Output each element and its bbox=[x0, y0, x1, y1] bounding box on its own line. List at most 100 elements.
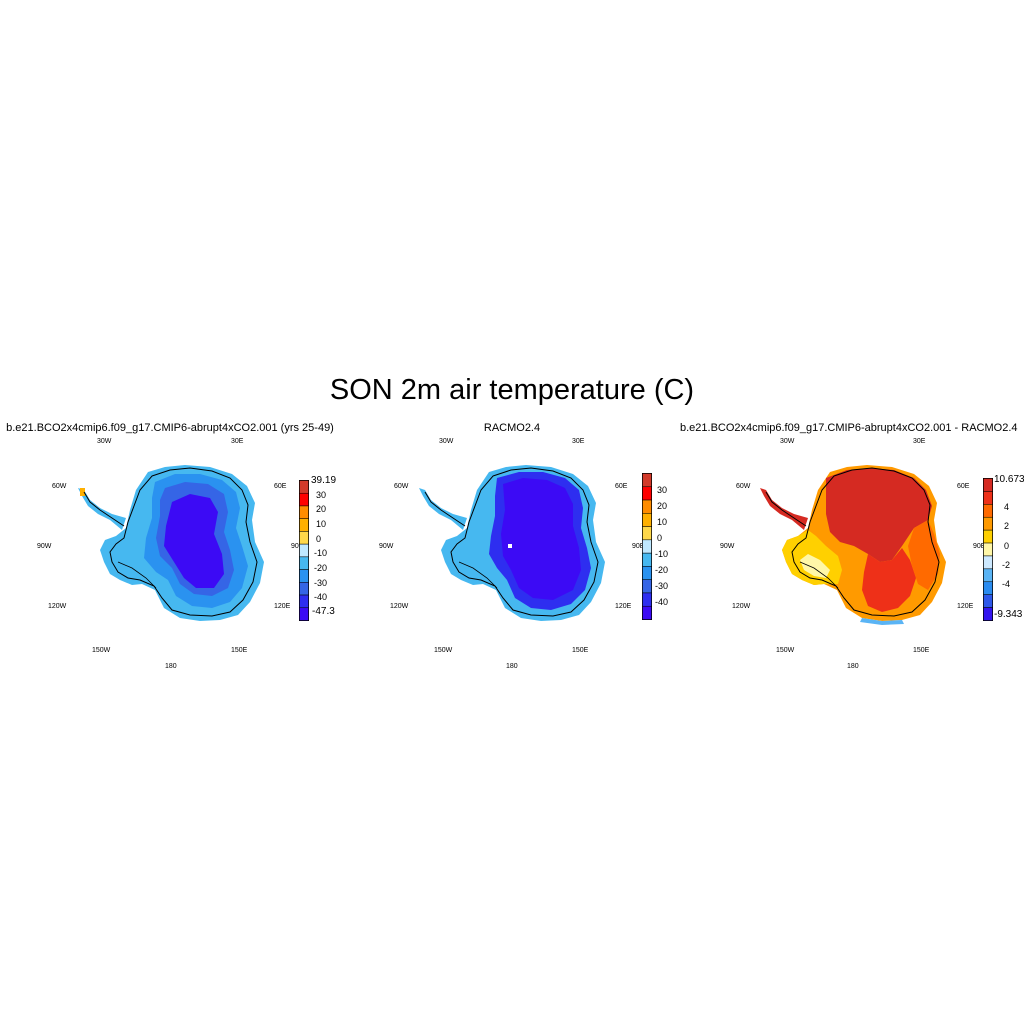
colorbar-swatch bbox=[983, 555, 993, 570]
panel-3-lon-120e-label: 120E bbox=[957, 603, 974, 610]
colorbar-swatch bbox=[299, 543, 309, 558]
panel-2-lon-30e-label: 30E bbox=[572, 438, 585, 445]
panel-1-lon-90w-label: 90W bbox=[37, 543, 52, 550]
panel-2-field-pole-marker bbox=[508, 544, 512, 548]
panel-2-colorbar-tick-label: -10 bbox=[655, 549, 669, 559]
panel-1-colorbar bbox=[299, 480, 309, 621]
colorbar-swatch bbox=[642, 552, 652, 567]
panel-3-lon-120w-label: 120W bbox=[732, 603, 751, 610]
colorbar-swatch bbox=[299, 505, 309, 519]
colorbar-swatch bbox=[299, 569, 309, 583]
panel-1-lon-60w-label: 60W bbox=[52, 483, 67, 490]
panel-1-lon-150e-label: 150E bbox=[231, 647, 248, 654]
panel-1-colorbar-tick-label: 0 bbox=[316, 534, 322, 544]
panel-2-lon-120e-label: 120E bbox=[615, 603, 632, 610]
colorbar-swatch bbox=[983, 478, 993, 492]
colorbar-swatch bbox=[983, 542, 993, 557]
panel-3-lon-60e-label: 60E bbox=[957, 483, 970, 490]
panel-1-lon-60e-label: 60E bbox=[274, 483, 287, 490]
colorbar-swatch bbox=[642, 539, 652, 554]
panel-1-lon-120w-label: 120W bbox=[48, 603, 67, 610]
colorbar-swatch bbox=[642, 486, 652, 501]
panel-1-lon-30e-label: 30E bbox=[231, 438, 244, 445]
colorbar-swatch bbox=[299, 594, 309, 609]
panel-2-colorbar-tick-label: 0 bbox=[657, 533, 663, 543]
panel-3-colorbar-min-label: -9.343 bbox=[994, 609, 1023, 620]
panel-2-coastline bbox=[450, 467, 599, 617]
panel-1-colorbar-min-label: -47.3 bbox=[312, 606, 335, 617]
panel-1-map bbox=[78, 465, 264, 621]
panel-2-peninsula-coast bbox=[424, 491, 466, 527]
panel-1-field-core bbox=[164, 494, 224, 588]
panel-3-field-blue-edge bbox=[860, 618, 904, 625]
panel-1-colorbar-tick-label: -30 bbox=[314, 578, 328, 588]
panel-1-ice-shelf-line bbox=[117, 561, 157, 589]
panel-1-colorbar-tick-label: 20 bbox=[316, 504, 327, 514]
panel-3-colorbar-tick-label: -2 bbox=[1002, 560, 1011, 570]
panel-1-title: b.e21.BCO2x4cmip6.f09_g17.CMIP6-abrupt4x… bbox=[6, 422, 334, 434]
panel-3-colorbar-max-label: 10.673 bbox=[994, 474, 1024, 485]
panel-3-lon-90e-label: 90E bbox=[973, 543, 986, 550]
panel-3-lon-150w-label: 150W bbox=[776, 647, 795, 654]
panel-2-colorbar-tick-label: 10 bbox=[657, 517, 668, 527]
panel-3-field-orange-east bbox=[908, 520, 940, 590]
colorbar-swatch bbox=[299, 582, 309, 596]
colorbar-swatch bbox=[642, 566, 652, 580]
panel-1-lon-120e-label: 120E bbox=[274, 603, 291, 610]
colorbar-swatch bbox=[983, 594, 993, 608]
colorbar-swatch bbox=[983, 607, 993, 621]
panel-1-peninsula-coast bbox=[83, 491, 125, 527]
panel-3-map bbox=[760, 465, 946, 625]
colorbar-swatch bbox=[299, 518, 309, 532]
panel-3-field-red-south bbox=[862, 548, 916, 612]
colorbar-swatch bbox=[299, 531, 309, 545]
panel-2-ice-shelf-line bbox=[458, 561, 498, 589]
panel-2-lon-60e-label: 60E bbox=[615, 483, 628, 490]
colorbar-swatch bbox=[299, 556, 309, 570]
panel-2-lon-150w-label: 150W bbox=[434, 647, 453, 654]
panel-1-field-warm-spot bbox=[80, 488, 85, 496]
figure-title: SON 2m air temperature (C) bbox=[329, 374, 695, 406]
panel-3-colorbar-tick-label: -4 bbox=[1002, 579, 1011, 589]
panel-3-lon-30w-label: 30W bbox=[780, 438, 795, 445]
panel-3-lon-180-label: 180 bbox=[847, 663, 859, 670]
panel-1-colorbar-max-label: 39.19 bbox=[311, 475, 337, 486]
panel-3-field-dark-red bbox=[826, 468, 932, 562]
panel-2-colorbar-tick-label: -20 bbox=[655, 565, 669, 575]
panel-2-colorbar-tick-label: -40 bbox=[655, 597, 669, 607]
panel-3-lon-60w-label: 60W bbox=[736, 483, 751, 490]
panel-2-title: RACMO2.4 bbox=[483, 422, 541, 434]
panel-3-lon-30e-label: 30E bbox=[913, 438, 926, 445]
panel-1-lon-90e-label: 90E bbox=[291, 543, 304, 550]
colorbar-swatch bbox=[642, 605, 652, 620]
panel-3-field-pale-west bbox=[800, 554, 830, 578]
colorbar-swatch bbox=[983, 504, 993, 518]
panel-3-coastline bbox=[791, 467, 940, 617]
colorbar-swatch bbox=[299, 607, 309, 621]
colorbar-swatch bbox=[642, 473, 652, 488]
panel-1-lon-150w-label: 150W bbox=[92, 647, 111, 654]
panel-3-colorbar-tick-label: 0 bbox=[1004, 541, 1010, 551]
panel-1-colorbar-tick-label: 10 bbox=[316, 519, 327, 529]
panel-1-colorbar-tick-label: 30 bbox=[316, 490, 327, 500]
panel-2-lon-90w-label: 90W bbox=[379, 543, 394, 550]
panel-2-lon-180-label: 180 bbox=[506, 663, 518, 670]
panel-1-lon-180-label: 180 bbox=[165, 663, 177, 670]
colorbar-swatch bbox=[983, 581, 993, 595]
panel-3-colorbar-tick-label: 2 bbox=[1004, 521, 1010, 531]
colorbar-swatch bbox=[642, 592, 652, 607]
panel-3-colorbar-tick-label: 4 bbox=[1004, 502, 1010, 512]
panel-3-colorbar bbox=[983, 478, 993, 621]
colorbar-swatch bbox=[642, 499, 652, 514]
panel-2-lon-120w-label: 120W bbox=[390, 603, 409, 610]
panel-1-coastline bbox=[109, 467, 258, 617]
colorbar-swatch bbox=[642, 579, 652, 594]
panel-2-colorbar bbox=[642, 473, 652, 620]
panel-2-colorbar-tick-label: -30 bbox=[655, 581, 669, 591]
panel-1-colorbar-tick-label: -40 bbox=[314, 592, 328, 602]
panel-2-lon-60w-label: 60W bbox=[394, 483, 409, 490]
panel-2-map bbox=[419, 465, 605, 621]
panel-3-peninsula-coast bbox=[765, 491, 807, 527]
colorbar-swatch bbox=[642, 526, 652, 541]
panel-2-colorbar-tick-label: 20 bbox=[657, 501, 668, 511]
